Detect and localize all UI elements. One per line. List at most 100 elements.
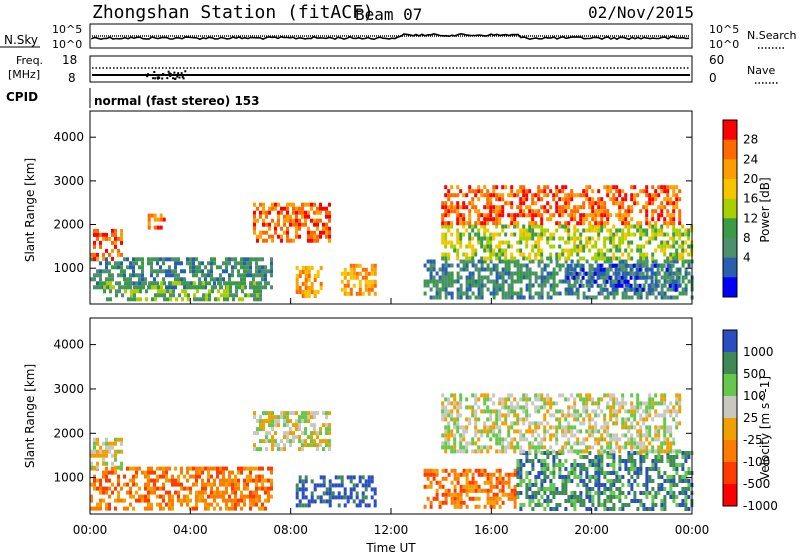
heatmap-cell: [624, 421, 628, 426]
heatmap-cell: [310, 238, 313, 243]
heatmap-cell: [142, 281, 145, 286]
heatmap-cell: [225, 506, 228, 511]
heatmap-cell: [307, 411, 310, 416]
heatmap-cell: [105, 470, 108, 475]
heatmap-cell: [602, 267, 606, 272]
heatmap-cell: [349, 271, 353, 276]
heatmap-cell: [669, 252, 673, 257]
heatmap-cell: [540, 483, 544, 487]
heatmap-cell: [678, 393, 682, 398]
heatmap-cell: [163, 297, 166, 302]
heatmap-cell: [672, 405, 676, 410]
heatmap-cell: [678, 189, 682, 194]
heatmap-cell: [213, 482, 216, 487]
heatmap-cell: [510, 405, 514, 410]
heatmap-cell: [429, 500, 433, 505]
heatmap-cell: [639, 221, 643, 226]
heatmap-cell: [444, 417, 448, 422]
heatmap-cell: [645, 409, 649, 414]
heatmap-cell: [606, 463, 610, 467]
heatmap-cell: [447, 193, 451, 198]
heatmap-cell: [543, 283, 547, 288]
heatmap-cell: [501, 492, 505, 497]
heatmap-cell: [573, 263, 577, 268]
heatmap-cell: [198, 466, 201, 471]
heatmap-cell: [127, 281, 130, 286]
heatmap-cell: [591, 459, 595, 463]
heatmap-cell: [249, 470, 252, 475]
heatmap-cell: [171, 269, 174, 274]
heatmap-cell: [624, 283, 628, 288]
heatmap-cell: [274, 206, 277, 211]
heatmap-cell: [621, 445, 625, 450]
heatmap-cell: [596, 283, 600, 288]
heatmap-cell: [633, 405, 637, 410]
heatmap-cell: [337, 495, 341, 500]
heatmap-cell: [286, 439, 289, 444]
heatmap-cell: [522, 417, 526, 422]
heatmap-cell: [615, 228, 619, 233]
heatmap-cell: [150, 478, 153, 483]
heatmap-cell: [585, 213, 589, 218]
heatmap-cell: [591, 224, 595, 229]
heatmap-cell: [600, 248, 604, 253]
heatmap-cell: [675, 455, 679, 459]
heatmap-cell: [614, 287, 618, 292]
heatmap-cell: [429, 484, 433, 489]
heatmap-cell: [540, 287, 544, 292]
heatmap-cell: [486, 429, 490, 434]
heatmap-cell: [597, 232, 601, 237]
heatmap-cell: [216, 466, 219, 471]
heatmap-cell: [666, 244, 670, 249]
heatmap-cell: [573, 240, 577, 245]
heatmap-cell: [174, 269, 177, 274]
heatmap-cell: [492, 221, 496, 226]
heatmap-cell: [606, 421, 610, 426]
heatmap-cell: [537, 197, 541, 202]
heatmap-cell: [231, 486, 234, 491]
heatmap-cell: [581, 283, 585, 288]
heatmap-cell: [441, 279, 445, 284]
frequency-outlier-point: [176, 75, 179, 78]
heatmap-cell: [603, 201, 607, 206]
heatmap-cell: [657, 455, 661, 459]
heatmap-cell: [304, 202, 307, 207]
heatmap-cell: [147, 506, 150, 511]
heatmap-cell: [582, 221, 586, 226]
noise-left-tick-low: 10^0: [52, 38, 82, 51]
heatmap-cell: [171, 273, 174, 278]
heatmap-cell: [162, 277, 165, 282]
heatmap-cell: [558, 417, 562, 422]
heatmap-cell: [614, 283, 618, 288]
heatmap-cell: [675, 197, 679, 202]
heatmap-cell: [600, 445, 604, 450]
heatmap-cell: [519, 295, 523, 300]
heatmap-cell: [663, 499, 667, 503]
heatmap-cell: [225, 269, 228, 274]
heatmap-cell: [534, 393, 538, 398]
heatmap-cell: [456, 425, 460, 430]
heatmap-cell: [597, 213, 601, 218]
heatmap-cell: [600, 217, 604, 222]
heatmap-cell: [645, 263, 649, 268]
heatmap-cell: [596, 267, 600, 272]
heatmap-cell: [267, 494, 270, 499]
heatmap-cell: [432, 263, 436, 268]
heatmap-cell: [648, 236, 652, 241]
heatmap-cell: [234, 265, 237, 270]
y-tick-label: 2000: [53, 218, 84, 232]
heatmap-cell: [108, 502, 111, 507]
heatmap-cell: [669, 449, 673, 454]
heatmap-cell: [573, 417, 577, 422]
heatmap-cell: [358, 279, 362, 284]
heatmap-cell: [261, 466, 264, 471]
heatmap-cell: [286, 435, 289, 440]
heatmap-cell: [570, 209, 574, 214]
heatmap-cell: [441, 393, 445, 398]
heatmap-cell: [495, 213, 499, 218]
heatmap-cell: [534, 279, 538, 284]
heatmap-cell: [564, 275, 568, 280]
heatmap-cell: [498, 193, 502, 198]
heatmap-cell: [99, 478, 102, 483]
